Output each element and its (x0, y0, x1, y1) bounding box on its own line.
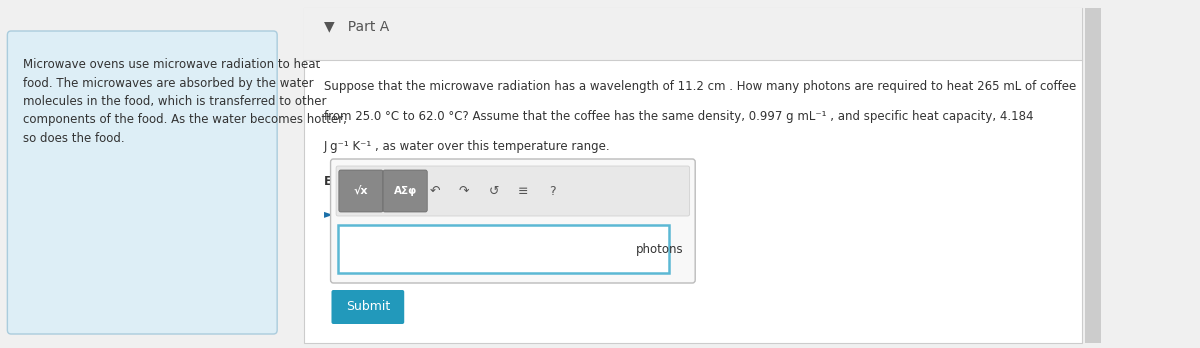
FancyBboxPatch shape (1085, 8, 1102, 343)
FancyBboxPatch shape (336, 166, 690, 216)
Text: ≡: ≡ (517, 184, 528, 198)
FancyBboxPatch shape (304, 8, 1082, 343)
Text: √x: √x (354, 186, 368, 196)
FancyBboxPatch shape (330, 159, 695, 283)
Text: ↺: ↺ (488, 184, 499, 198)
Text: Suppose that the microwave radiation has a wavelength of 11.2 cm . How many phot: Suppose that the microwave radiation has… (324, 80, 1076, 93)
FancyBboxPatch shape (338, 225, 670, 273)
Text: ↶: ↶ (430, 184, 440, 198)
Text: ►  View Available Hint(s): ► View Available Hint(s) (324, 208, 469, 221)
FancyBboxPatch shape (331, 290, 404, 324)
Text: ?: ? (550, 184, 556, 198)
Text: Submit: Submit (346, 301, 390, 314)
Text: photons: photons (636, 243, 683, 255)
Text: ▼   Part A: ▼ Part A (324, 19, 389, 33)
FancyBboxPatch shape (7, 31, 277, 334)
Text: AΣφ: AΣφ (394, 186, 416, 196)
Text: Express the number of photons numerically.: Express the number of photons numericall… (324, 175, 617, 188)
Text: J g⁻¹ K⁻¹ , as water over this temperature range.: J g⁻¹ K⁻¹ , as water over this temperatu… (324, 140, 611, 153)
Text: ↷: ↷ (458, 184, 469, 198)
FancyBboxPatch shape (304, 8, 1082, 60)
Text: Microwave ovens use microwave radiation to heat
food. The microwaves are absorbe: Microwave ovens use microwave radiation … (23, 58, 347, 145)
FancyBboxPatch shape (338, 170, 383, 212)
Text: from 25.0 °C to 62.0 °C? Assume that the coffee has the same density, 0.997 g mL: from 25.0 °C to 62.0 °C? Assume that the… (324, 110, 1033, 123)
FancyBboxPatch shape (383, 170, 427, 212)
